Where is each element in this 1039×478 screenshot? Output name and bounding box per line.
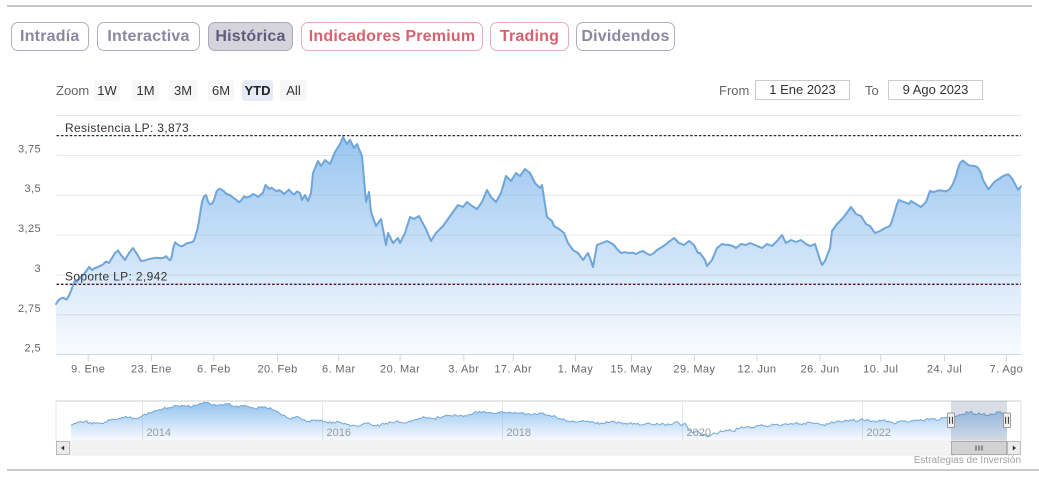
svg-text:12. Jun: 12. Jun [738,364,777,376]
svg-text:9. Ene: 9. Ene [71,364,105,376]
svg-text:3,5: 3,5 [25,183,42,195]
svg-text:2,75: 2,75 [18,303,41,315]
svg-text:26. Jun: 26. Jun [801,364,840,376]
svg-text:23. Ene: 23. Ene [131,364,172,376]
svg-text:Resistencia LP: 3,873: Resistencia LP: 3,873 [65,121,189,135]
svg-text:7. Ago: 7. Ago [990,364,1024,376]
svg-text:2014: 2014 [147,427,171,439]
svg-text:3,25: 3,25 [18,223,41,235]
svg-text:6. Feb: 6. Feb [197,364,231,376]
svg-text:3,75: 3,75 [18,143,41,155]
svg-text:2020: 2020 [687,427,711,439]
svg-text:3: 3 [34,263,41,275]
svg-text:Soporte LP: 2,942: Soporte LP: 2,942 [65,269,168,283]
svg-text:20. Feb: 20. Feb [258,364,298,376]
svg-text:2016: 2016 [327,427,351,439]
svg-text:24. Jul: 24. Jul [927,364,962,376]
svg-text:2022: 2022 [867,427,891,439]
svg-text:1. May: 1. May [558,364,594,376]
svg-text:15. May: 15. May [610,364,652,376]
svg-text:29. May: 29. May [673,364,715,376]
svg-text:6. Mar: 6. Mar [322,364,356,376]
svg-text:10. Jul: 10. Jul [863,364,898,376]
svg-text:17. Abr: 17. Abr [494,364,532,376]
svg-text:3. Abr: 3. Abr [448,364,479,376]
svg-text:2018: 2018 [507,427,531,439]
svg-text:20. Mar: 20. Mar [380,364,420,376]
svg-text:2,5: 2,5 [25,343,42,355]
